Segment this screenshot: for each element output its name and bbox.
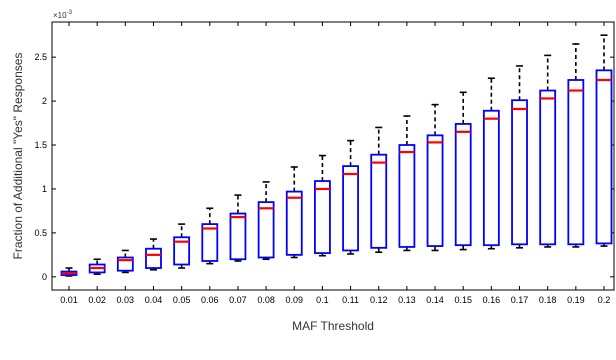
box-0.02 (88, 258, 106, 275)
iqr-box (511, 99, 528, 246)
iqr-box (342, 165, 359, 252)
y-tick-label: 1 (42, 184, 47, 194)
iqr-box (426, 134, 444, 247)
x-tick-label: 0.19 (567, 295, 585, 305)
iqr-box (314, 180, 331, 254)
axis-ticks: 0 0.5 1 1.5 2 2.5 0.01 0.02 0.03 0.04 0.05 0.06 0.07… (34, 22, 614, 305)
iqr-box (201, 223, 219, 262)
boxes (60, 34, 613, 277)
box-0.16 (482, 77, 500, 250)
x-tick-label: 0.11 (342, 295, 359, 305)
iqr-box (145, 247, 162, 269)
iqr-box (567, 79, 585, 246)
iqr-box (482, 109, 500, 247)
box-0.2 (595, 34, 613, 247)
x-tick-label: 0.14 (426, 295, 444, 305)
box-0.13 (398, 115, 416, 252)
plot-area (51, 21, 615, 291)
y-exponent-label: ×10-3 (53, 10, 73, 20)
box-0.1 (314, 154, 331, 257)
box-0.06 (201, 207, 219, 265)
x-tick-label: 0.18 (539, 295, 557, 305)
x-tick-label: 0.01 (60, 295, 78, 305)
x-tick-label: 0.04 (145, 295, 163, 305)
x-tick-label: 0.15 (454, 295, 472, 305)
y-tick-label: 0 (42, 272, 47, 282)
y-axis-label: Fraction of Additional "Yes" Responses (11, 53, 25, 260)
box-0.19 (567, 43, 585, 248)
box-0.03 (116, 249, 134, 274)
x-tick-label: 0.05 (173, 295, 191, 305)
box-0.12 (370, 126, 388, 254)
box-0.08 (257, 181, 275, 261)
x-tick-label: 0.07 (229, 295, 247, 305)
box-0.15 (454, 91, 472, 251)
box-0.05 (173, 223, 191, 269)
box-0.17 (511, 65, 528, 249)
x-tick-label: 0.13 (398, 295, 416, 305)
iqr-box (398, 144, 416, 248)
x-tick-label: 0.2 (598, 295, 611, 305)
x-axis-label: MAF Threshold (292, 319, 374, 333)
iqr-box (173, 236, 191, 266)
y-tick-label: 0.5 (34, 228, 47, 238)
box-0.18 (539, 54, 557, 248)
y-tick-label: 2 (42, 96, 47, 106)
box-0.09 (285, 166, 303, 259)
iqr-box (539, 89, 557, 246)
x-tick-label: 0.1 (316, 295, 329, 305)
x-tick-label: 0.08 (257, 295, 275, 305)
y-tick-label: 1.5 (34, 140, 47, 150)
box-0.04 (145, 238, 162, 271)
x-tick-label: 0.16 (483, 295, 501, 305)
iqr-box (229, 212, 247, 261)
x-tick-label: 0.17 (511, 295, 529, 305)
x-tick-label: 0.06 (201, 295, 219, 305)
iqr-box (285, 190, 303, 256)
iqr-box (454, 123, 472, 247)
box-0.07 (229, 194, 247, 262)
iqr-box (370, 153, 388, 249)
box-0.11 (342, 139, 359, 255)
x-tick-label: 0.09 (285, 295, 303, 305)
box-0.01 (60, 267, 78, 277)
x-tick-label: 0.12 (370, 295, 388, 305)
iqr-box (257, 201, 275, 259)
box-0.14 (426, 103, 444, 252)
iqr-box (595, 69, 613, 245)
x-tick-label: 0.03 (117, 295, 135, 305)
x-tick-label: 0.02 (88, 295, 106, 305)
y-tick-label: 2.5 (34, 52, 47, 62)
